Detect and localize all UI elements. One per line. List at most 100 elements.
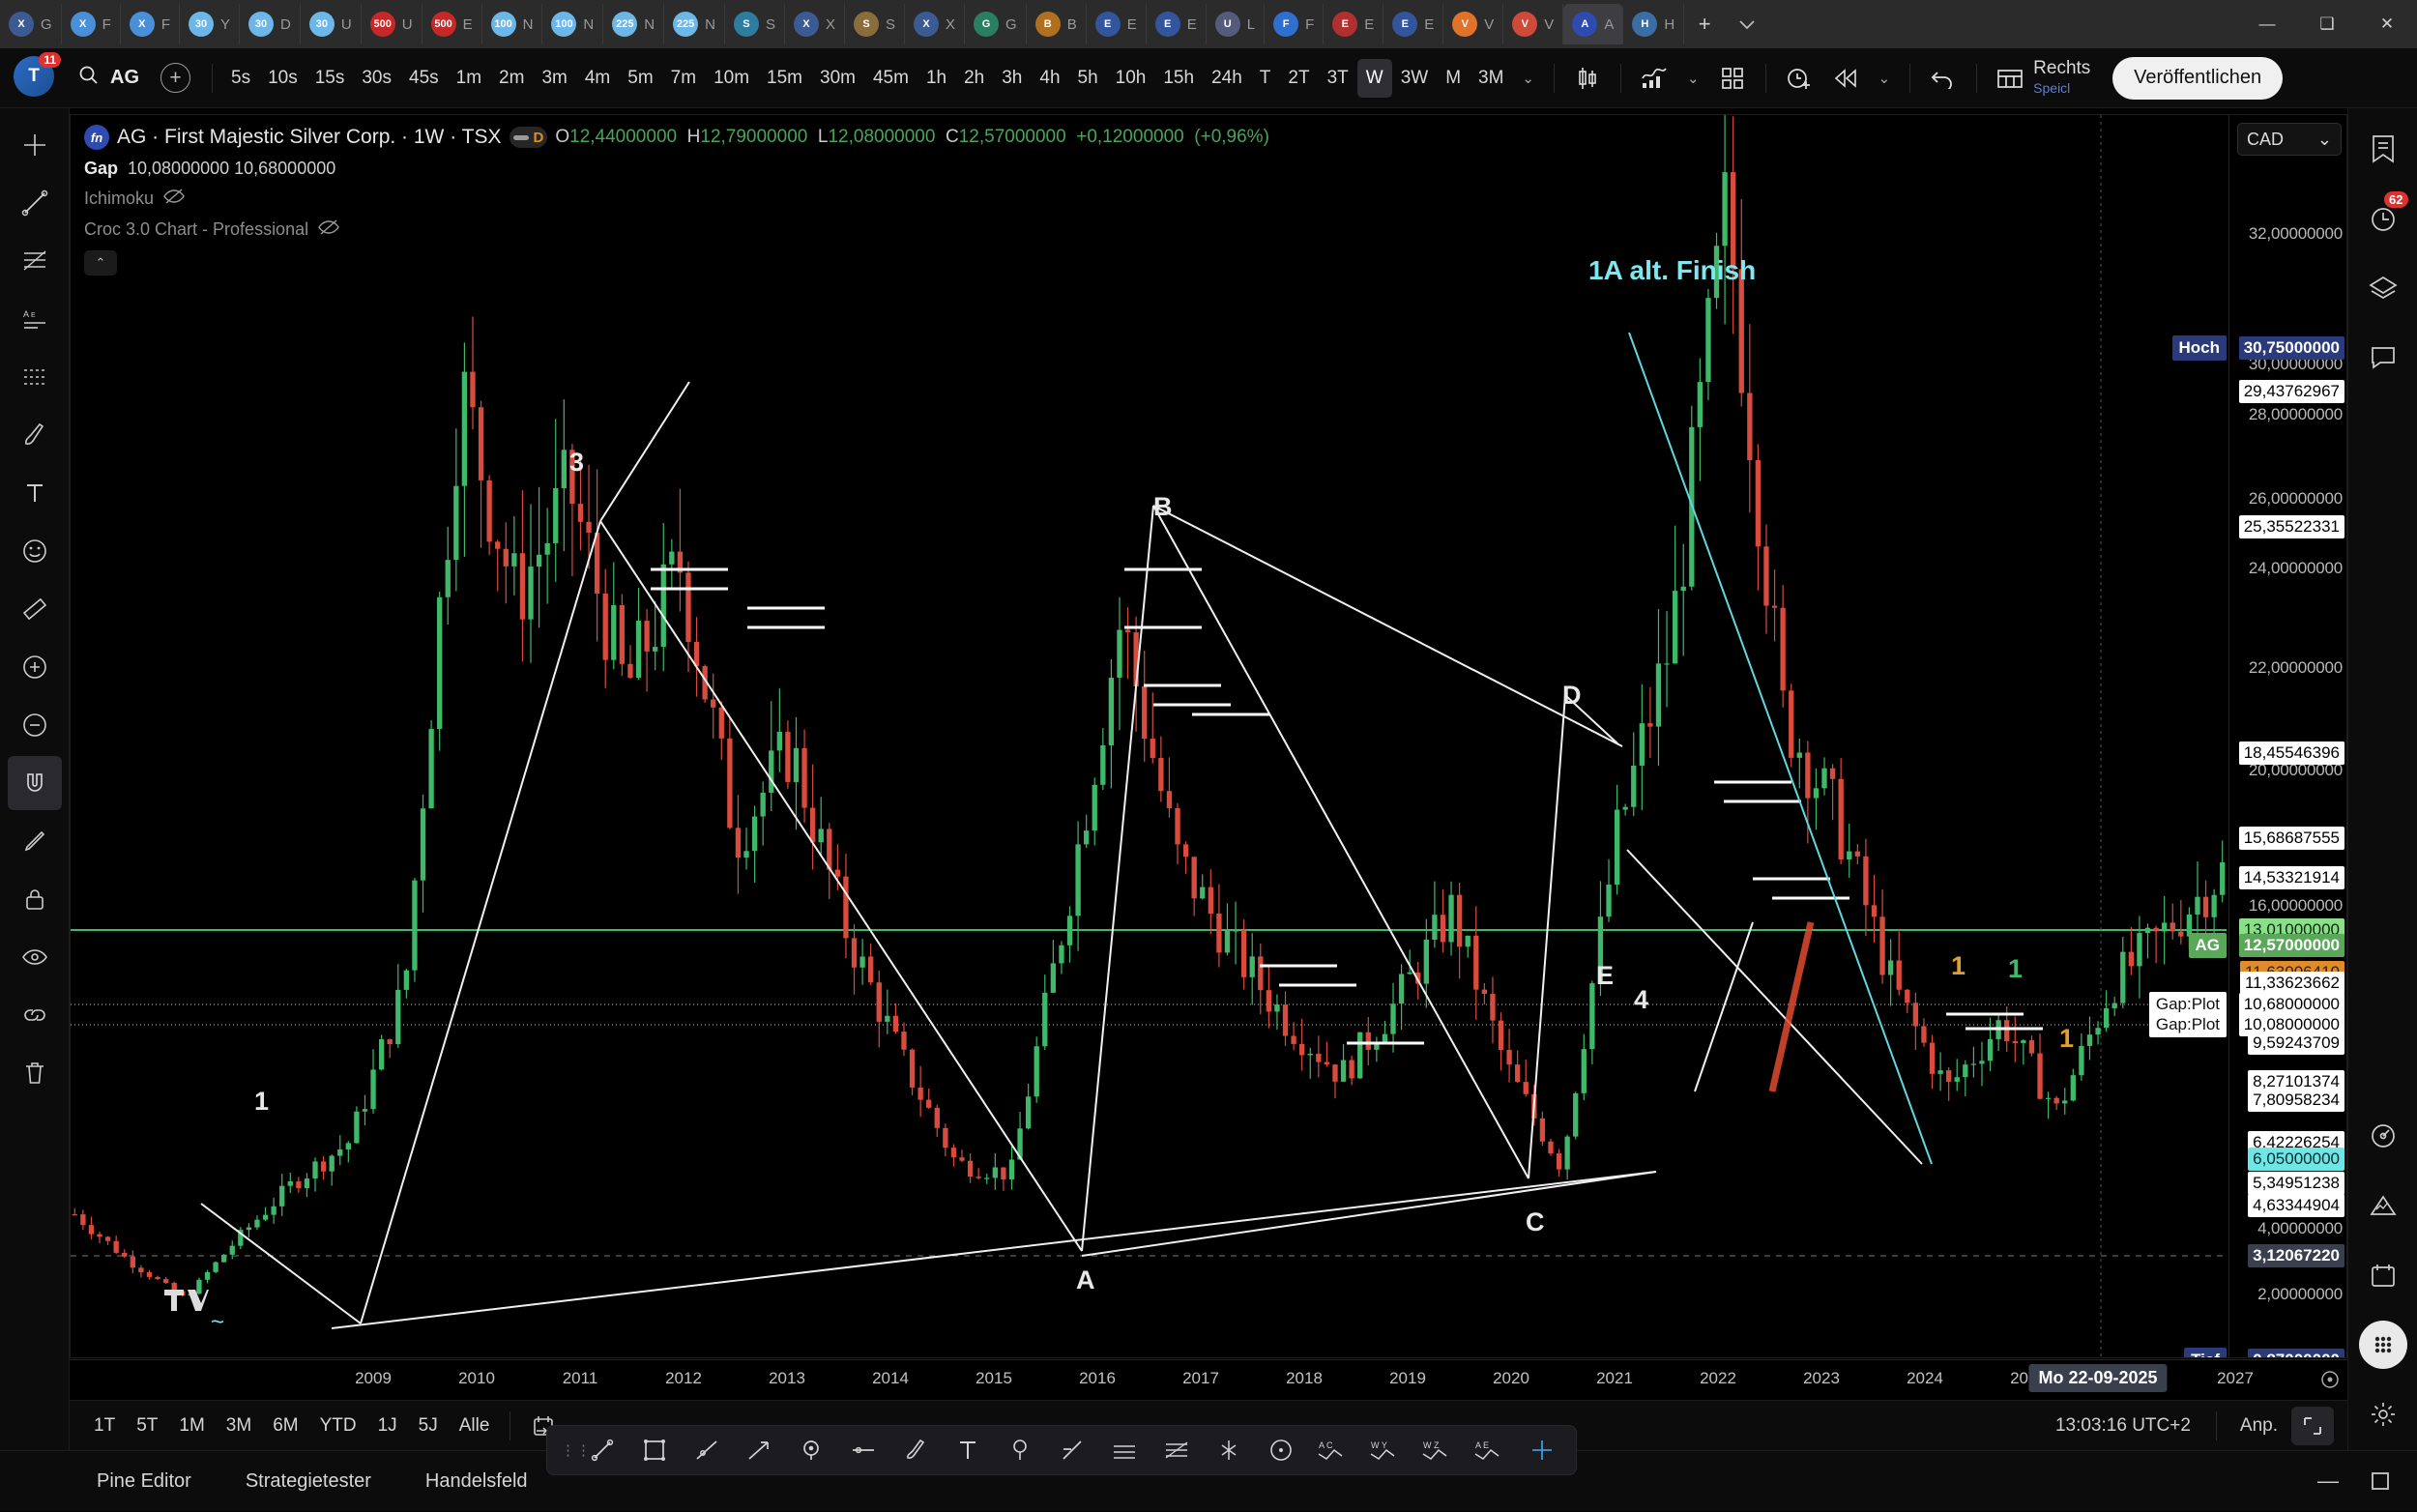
trend-line-tool-icon[interactable] xyxy=(576,1429,628,1471)
cursor-cross-icon[interactable] xyxy=(8,118,62,172)
emoji-icon[interactable] xyxy=(8,524,62,578)
publish-button[interactable]: Veröffentlichen xyxy=(2112,56,2284,100)
timeframe-30s[interactable]: 30s xyxy=(362,67,392,88)
legend-indicator-ichimoku[interactable]: Ichimoku xyxy=(84,188,1269,210)
save-layout-label[interactable]: Rechts Speicl xyxy=(2033,59,2103,98)
bottom-tab-pine-editor[interactable]: Pine Editor xyxy=(97,1469,191,1492)
browser-tab[interactable]: 225 N xyxy=(603,4,665,44)
cross-line-icon[interactable] xyxy=(1046,1429,1098,1471)
circle-tool-icon[interactable] xyxy=(1255,1429,1307,1471)
bottom-tab-handelsfeld[interactable]: Handelsfeld xyxy=(424,1469,528,1492)
pencil-draw-icon[interactable] xyxy=(8,814,62,868)
wave-label-3[interactable]: 3 xyxy=(569,448,585,477)
timeframe-3m[interactable]: 3m xyxy=(541,67,568,88)
wz-wave-icon[interactable]: W Z xyxy=(1412,1429,1464,1471)
timeframe-2m[interactable]: 2m xyxy=(499,67,525,88)
timeframe-10h[interactable]: 10h xyxy=(1115,67,1147,88)
magnet-snap-icon[interactable] xyxy=(1516,1429,1568,1471)
timeframe-10s[interactable]: 10s xyxy=(268,67,298,88)
wxy-wave-icon[interactable]: W Y xyxy=(1359,1429,1412,1471)
browser-tab[interactable]: 30 Y xyxy=(180,4,241,44)
wave-label-E[interactable]: E xyxy=(1596,961,1615,990)
price-tag[interactable]: 5,34951238 xyxy=(2248,1172,2344,1195)
time-axis[interactable]: 2009 2010 2011 2012 2013 2014 2015 2016 2017 2018… xyxy=(70,1359,2347,1400)
parallel-channel-icon[interactable] xyxy=(1150,1429,1203,1471)
timeframe-4m[interactable]: 4m xyxy=(584,67,611,88)
symbol-search[interactable]: AG xyxy=(68,57,149,100)
tab-list-menu-button[interactable] xyxy=(1725,4,1769,44)
window-minimize-button[interactable]: — xyxy=(2258,15,2276,33)
timeframe-15s[interactable]: 15s xyxy=(314,67,345,88)
price-tag[interactable]: 10,68000000 xyxy=(2238,993,2344,1016)
indicators-icon[interactable] xyxy=(1631,57,1677,100)
replay-icon[interactable] xyxy=(1822,57,1869,100)
price-tag[interactable]: 4,63344904 xyxy=(2248,1194,2344,1217)
axis-settings-icon[interactable] xyxy=(2320,1370,2340,1394)
wave-label-1[interactable]: 1 xyxy=(2008,954,2024,983)
wave-label-4[interactable]: 4 xyxy=(1634,985,1649,1014)
browser-tab[interactable]: 500 U xyxy=(362,4,422,44)
eye-off-icon[interactable] xyxy=(163,188,185,210)
lock-icon[interactable] xyxy=(8,872,62,926)
data-delay-badge[interactable]: D xyxy=(509,127,548,148)
range-button-1J[interactable]: 1J xyxy=(377,1414,397,1436)
chat-icon[interactable] xyxy=(2356,331,2410,385)
rectangle-tool-icon[interactable] xyxy=(628,1429,681,1471)
balloon-tool-icon[interactable] xyxy=(994,1429,1046,1471)
timeframe-M[interactable]: M xyxy=(1445,67,1462,88)
timeframe-10m[interactable]: 10m xyxy=(713,67,750,88)
fit-screen-icon[interactable] xyxy=(2291,1406,2334,1445)
price-tag[interactable]: 0,87000000 xyxy=(2248,1349,2344,1357)
timeframe-3T[interactable]: 3T xyxy=(1326,67,1349,88)
abc-wave-icon[interactable]: A C xyxy=(1307,1429,1359,1471)
browser-tab[interactable]: 225 N xyxy=(664,4,725,44)
new-tab-button[interactable]: + xyxy=(1698,12,1711,36)
price-tag[interactable]: 30,75000000 xyxy=(2238,336,2344,360)
range-button-5T[interactable]: 5T xyxy=(136,1414,159,1436)
price-tag[interactable]: 3,12067220 xyxy=(2248,1244,2344,1267)
stream-icon[interactable] xyxy=(2356,1178,2410,1233)
timeframe-W[interactable]: W xyxy=(1356,58,1392,98)
watchlist-icon[interactable] xyxy=(2356,122,2410,176)
text-tool-icon[interactable] xyxy=(8,466,62,520)
alerts-clock-icon[interactable]: 62 xyxy=(2356,191,2410,246)
brush-tool-icon[interactable] xyxy=(889,1429,942,1471)
ray-tool-icon[interactable] xyxy=(681,1429,733,1471)
text-tool-icon[interactable] xyxy=(942,1429,994,1471)
timeframe-2h[interactable]: 2h xyxy=(964,67,985,88)
hide-drawings-icon[interactable] xyxy=(8,930,62,984)
legend-collapse-button[interactable]: ⌃ xyxy=(84,250,117,276)
replay-chevron-down-icon[interactable]: ⌄ xyxy=(1878,70,1891,87)
timeframe-15m[interactable]: 15m xyxy=(767,67,803,88)
wave-label-1[interactable]: 1 xyxy=(254,1087,270,1116)
window-close-button[interactable]: ✕ xyxy=(2379,15,2395,33)
timeframe-24h[interactable]: 24h xyxy=(1211,67,1242,88)
browser-tab[interactable]: 30 D xyxy=(240,4,301,44)
timeframe-T[interactable]: T xyxy=(1259,67,1271,88)
wave-label-D[interactable]: D xyxy=(1562,681,1582,710)
wave-label-1[interactable]: 1 xyxy=(2059,1024,2075,1053)
timeframe-1h[interactable]: 1h xyxy=(925,67,947,88)
timeframe-3h[interactable]: 3h xyxy=(1002,67,1023,88)
range-button-1T[interactable]: 1T xyxy=(94,1414,116,1436)
drag-handle-icon[interactable]: ⋮⋮ xyxy=(561,1441,592,1459)
price-tag[interactable]: 29,43762967 xyxy=(2238,380,2344,403)
horizontal-line-icon[interactable] xyxy=(837,1429,889,1471)
abcde-wave-icon[interactable]: A E xyxy=(1464,1429,1516,1471)
settings-icon[interactable] xyxy=(2356,1387,2410,1441)
panel-minimize-button[interactable]: — xyxy=(2317,1468,2339,1493)
window-maximize-button[interactable]: ❑ xyxy=(2319,15,2335,33)
range-button-3M[interactable]: 3M xyxy=(225,1414,252,1436)
timeframe-5s[interactable]: 5s xyxy=(231,67,251,88)
timeframe-45m[interactable]: 45m xyxy=(872,67,909,88)
timeframe-3W[interactable]: 3W xyxy=(1400,67,1429,88)
